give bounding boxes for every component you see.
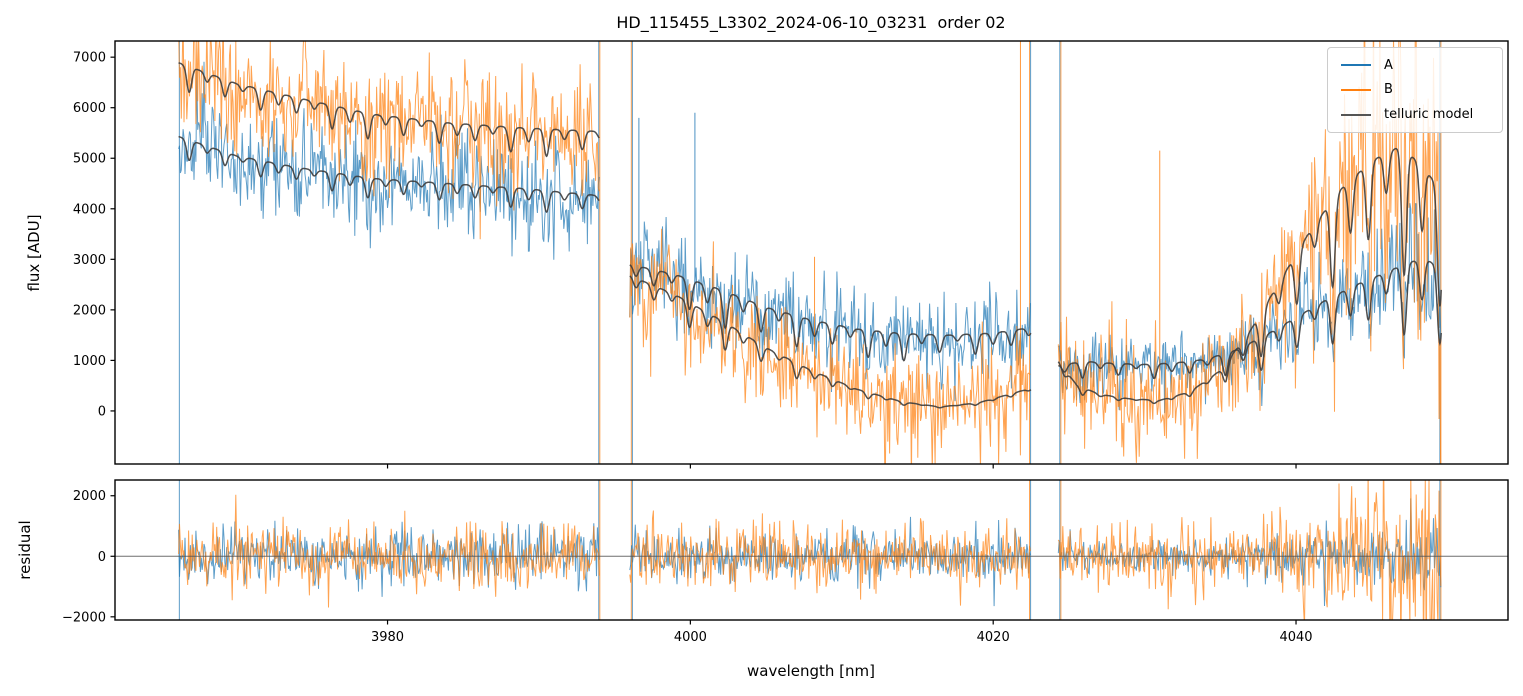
legend-entry-a: A: [1341, 59, 1502, 72]
x-tick-label: 4000: [674, 630, 707, 645]
x-tick-label: 4040: [1279, 630, 1312, 645]
residual-panel: [115, 480, 1508, 620]
telluric-model-A-segment-3: [1058, 260, 1442, 380]
residual-series-B-segment-2: [629, 510, 1031, 606]
telluric-model-A-segment-2: [629, 264, 1032, 362]
flux-y-tick-label: 7000: [73, 51, 106, 66]
legend: A B telluric model: [1327, 47, 1503, 133]
legend-label-a: A: [1384, 57, 1393, 73]
residual-panel-frame: [114, 479, 1509, 621]
residual-series-B-segment-1: [178, 494, 600, 608]
residual-y-tick-label: 0: [98, 550, 106, 565]
flux-axis-label: flux [ADU]: [25, 214, 43, 292]
legend-line-b-icon: [1341, 88, 1371, 91]
legend-line-a-icon: [1341, 64, 1371, 67]
telluric-model-B-segment-2: [629, 275, 1032, 409]
flux-series-B-segment-2: [629, 228, 1031, 464]
flux-panel: [178, 41, 1442, 464]
flux-y-tick-label: 3000: [73, 253, 106, 268]
flux-y-tick-label: 6000: [73, 101, 106, 116]
flux-y-tick-label: 0: [98, 404, 106, 419]
x-tick-label: 3980: [371, 630, 404, 645]
telluric-model-B-segment-1: [178, 62, 600, 158]
legend-entry-b: B: [1341, 83, 1502, 96]
telluric-model-A-segment-1: [178, 135, 600, 213]
flux-panel-frame: [114, 40, 1509, 465]
flux-y-tick-label: 4000: [73, 202, 106, 217]
residual-series-B-segment-3: [1057, 480, 1442, 620]
chart-title: HD_115455_L3302_2024-06-10_03231 order 0…: [616, 13, 1006, 32]
residual-series-A-segment-1: [178, 520, 600, 597]
legend-line-telluric-icon: [1341, 113, 1371, 116]
legend-label-telluric: telluric model: [1384, 107, 1474, 123]
flux-y-tick-label: 5000: [73, 152, 106, 167]
flux-y-tick-label: 2000: [73, 303, 106, 318]
flux-y-tick-label: 1000: [73, 354, 106, 369]
wavelength-axis-label: wavelength [nm]: [747, 662, 875, 680]
residual-axis-label: residual: [16, 520, 34, 580]
legend-entry-telluric: telluric model: [1341, 108, 1502, 121]
flux-series-B-segment-1: [178, 41, 600, 240]
x-tick-label: 4020: [977, 630, 1010, 645]
residual-y-tick-label: −2000: [62, 610, 106, 625]
residual-y-tick-label: 2000: [73, 489, 106, 504]
flux-series-A-segment-3: [1058, 202, 1442, 414]
telluric-model-B-segment-3: [1057, 147, 1442, 405]
legend-label-b: B: [1384, 82, 1393, 98]
